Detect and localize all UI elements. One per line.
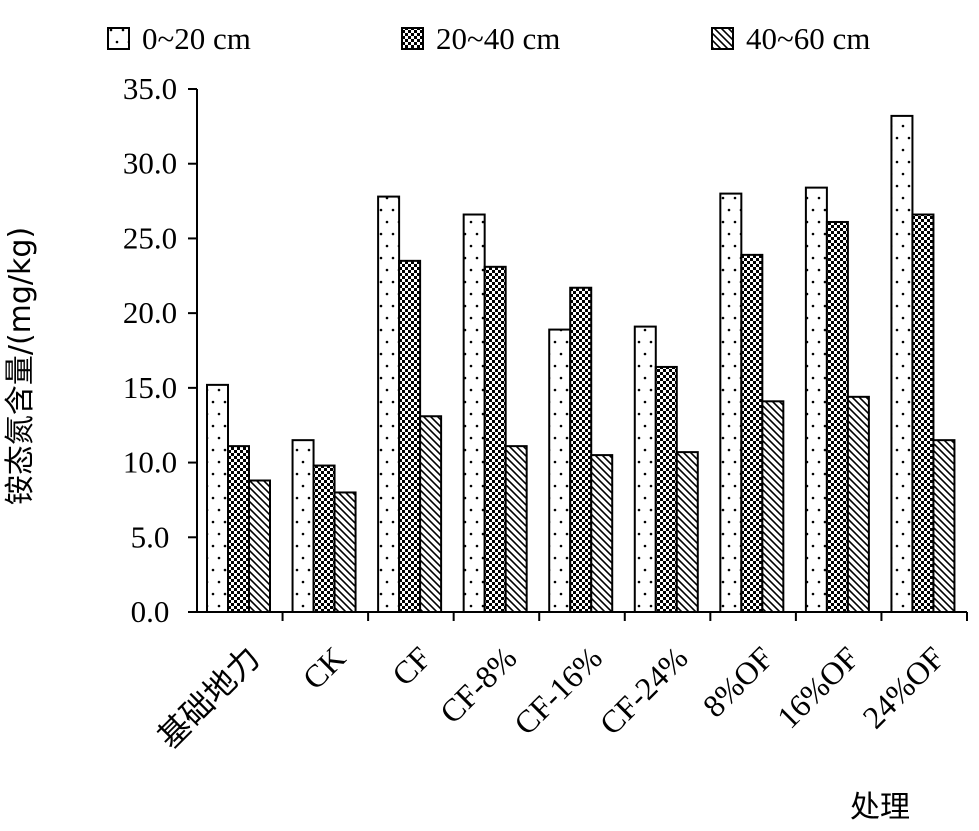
- x-tick-label: 24%OF: [855, 639, 951, 735]
- bar-diagonal-2: [419, 415, 443, 613]
- legend-swatch-dots: [107, 27, 130, 50]
- y-tick-label: 5.0: [131, 519, 170, 554]
- bar-diagonal-6: [761, 400, 785, 614]
- bar-dots-0: [206, 383, 229, 613]
- bar-checker-4: [569, 286, 593, 613]
- bar-dots-8: [890, 114, 914, 613]
- x-tick-label: 基础地力: [151, 639, 267, 755]
- y-tick-label: 25.0: [123, 220, 177, 255]
- y-tick-label: 30.0: [123, 146, 177, 181]
- y-axis-label: 铵态氮含量/(mg/kg): [3, 227, 38, 505]
- bar-checker-3: [483, 265, 507, 613]
- bar-diagonal-3: [504, 445, 528, 613]
- x-tick-label: CF-16%: [507, 639, 609, 741]
- bar-diagonal-4: [590, 454, 614, 613]
- y-tick-label: 35.0: [123, 71, 177, 106]
- bar-checker-8: [911, 213, 935, 614]
- bar-checker-2: [398, 259, 422, 613]
- legend-swatch-checker: [401, 27, 424, 50]
- y-tick-label: 15.0: [123, 370, 177, 405]
- bar-diagonal-0: [248, 479, 271, 614]
- bar-dots-6: [719, 192, 743, 613]
- bar-dots-4: [548, 328, 572, 613]
- bar-dots-1: [291, 439, 315, 613]
- y-tick-label: 20.0: [123, 295, 177, 330]
- x-axis-label: 处理: [850, 790, 910, 825]
- bars: [206, 114, 956, 614]
- bar-checker-5: [654, 365, 678, 613]
- legend-label: 20~40 cm: [436, 21, 560, 56]
- bar-checker-7: [825, 220, 849, 613]
- legend: 0~20 cm 20~40 cm 40~60 cm: [107, 21, 870, 56]
- x-tick-label: 16%OF: [770, 639, 866, 735]
- bar-dots-3: [462, 213, 486, 614]
- bar-checker-0: [227, 445, 250, 613]
- y-tick-label: 0.0: [131, 594, 170, 629]
- bar-checker-6: [740, 253, 764, 613]
- bar-dots-5: [633, 325, 657, 613]
- bar-dots-2: [377, 195, 401, 614]
- legend-label: 40~60 cm: [746, 21, 870, 56]
- y-axis: 0.0 5.0 10.0 15.0 20.0 25.0 30.0 35.0: [123, 71, 198, 629]
- bar-diagonal-7: [846, 395, 870, 613]
- legend-label: 0~20 cm: [142, 21, 251, 56]
- x-tick-label: CF-24%: [592, 639, 694, 741]
- bar-diagonal-8: [932, 439, 956, 613]
- bar-diagonal-1: [333, 491, 357, 614]
- bar-checker-1: [312, 464, 336, 613]
- bar-diagonal-5: [675, 451, 699, 613]
- x-tick-label: CK: [295, 639, 352, 696]
- x-tick-label: 8%OF: [696, 639, 781, 724]
- y-tick-label: 10.0: [123, 445, 177, 480]
- legend-swatch-diagonal: [711, 27, 734, 50]
- bar-dots-7: [804, 186, 828, 613]
- x-tick-label: CF: [385, 639, 438, 692]
